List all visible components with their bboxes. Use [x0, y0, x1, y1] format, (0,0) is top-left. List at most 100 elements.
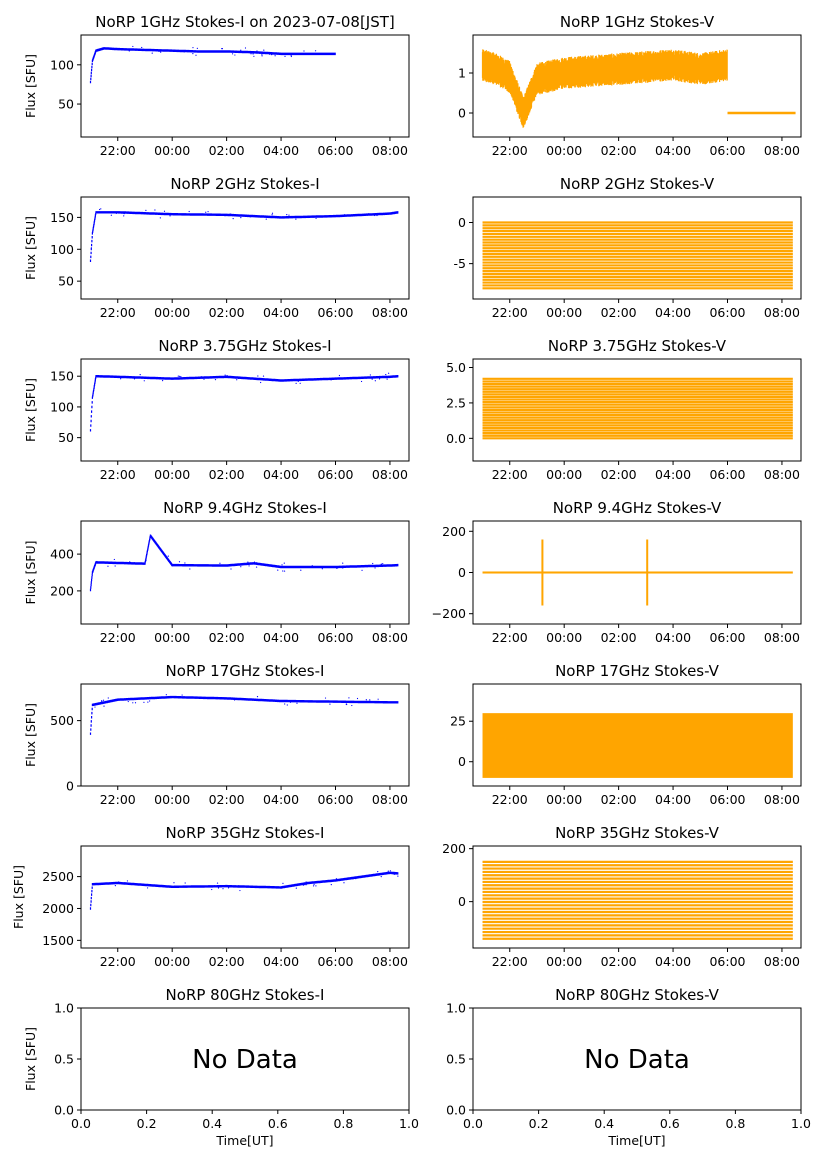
no-data-label: No Data — [192, 1045, 298, 1075]
data-point — [290, 55, 292, 58]
stokes-v-band — [482, 571, 793, 574]
data-point — [372, 562, 374, 565]
stokes-i-trace — [89, 871, 399, 910]
data-point — [224, 374, 226, 376]
data-point — [148, 697, 150, 699]
data-point — [190, 213, 193, 215]
data-point — [397, 875, 399, 877]
data-point — [94, 706, 96, 708]
y-tick-label: 100 — [50, 242, 74, 257]
y-tick-label: 500 — [50, 713, 74, 728]
data-point — [192, 51, 194, 53]
data-point — [96, 560, 98, 563]
y-tick-label: 0 — [458, 894, 466, 909]
data-point — [133, 562, 136, 564]
data-point — [222, 888, 224, 890]
x-tick-label: 02:00 — [209, 954, 245, 969]
data-point — [256, 50, 258, 52]
x-tick-label: 08:00 — [372, 467, 408, 482]
chart-title: NoRP 17GHz Stokes-I — [166, 662, 325, 680]
data-point — [147, 701, 149, 703]
chart-title: NoRP 3.75GHz Stokes-I — [158, 337, 331, 355]
data-point — [265, 218, 267, 220]
data-point — [250, 53, 252, 55]
y-tick-label: −200 — [432, 606, 466, 621]
y-tick-label: 100 — [50, 57, 74, 72]
x-tick-label: 0.4 — [202, 1116, 222, 1131]
x-axis-label: Time[UT] — [607, 1133, 665, 1148]
data-point — [290, 54, 292, 56]
data-point — [303, 884, 305, 886]
x-tick-label: 02:00 — [209, 630, 245, 645]
data-point — [288, 214, 290, 216]
plot-area — [482, 713, 793, 778]
data-point — [284, 703, 286, 705]
x-tick-label: 22:00 — [492, 143, 528, 158]
x-tick-label: 00:00 — [154, 143, 190, 158]
chart-p4v: NoRP 9.4GHz Stokes-V 22:00 00:00 02:00 04:00… — [432, 499, 802, 645]
data-point — [360, 380, 363, 383]
data-point — [256, 696, 259, 698]
data-point — [369, 699, 371, 701]
data-point — [315, 217, 317, 219]
data-point — [346, 701, 348, 703]
data-point — [286, 53, 288, 55]
x-tick-label: 04:00 — [263, 143, 299, 158]
x-tick-label: 0.8 — [725, 1116, 745, 1131]
axes-frame — [472, 196, 802, 300]
x-tick-label: 22:00 — [100, 630, 136, 645]
x-tick-label: 0.2 — [137, 1116, 157, 1131]
x-tick-label: 04:00 — [263, 792, 299, 807]
data-point — [128, 50, 130, 52]
data-point — [374, 380, 376, 382]
data-point — [154, 209, 156, 211]
x-tick-label: 04:00 — [263, 630, 299, 645]
y-tick-label: 2500 — [42, 869, 74, 884]
data-point — [240, 217, 242, 219]
chart-title: NoRP 1GHz Stokes-I on 2023-07-08[JST] — [95, 13, 395, 31]
chart-title: NoRP 3.75GHz Stokes-V — [548, 337, 727, 355]
x-tick-label: 06:00 — [709, 630, 745, 645]
data-point — [380, 563, 382, 565]
plot-area — [482, 860, 793, 940]
x-tick-label: 00:00 — [154, 792, 190, 807]
data-point — [184, 562, 186, 564]
data-point — [90, 247, 93, 249]
plot-area — [89, 208, 399, 262]
data-point — [296, 884, 299, 886]
chart-title: NoRP 9.4GHz Stokes-I — [163, 499, 327, 517]
stokes-i-trace — [89, 534, 399, 592]
data-point — [262, 375, 265, 377]
data-point — [149, 700, 151, 702]
y-axis-label: Flux [SFU] — [23, 1027, 38, 1091]
y-axis-label: Flux [SFU] — [23, 378, 38, 442]
data-point — [134, 702, 137, 704]
data-point — [216, 698, 218, 700]
data-point — [295, 216, 298, 218]
chart-p5i: NoRP 17GHz Stokes-I 22:00 00:00 02:00 04:00 0… — [23, 662, 410, 807]
data-point — [214, 377, 217, 379]
plot-area — [482, 539, 793, 606]
data-point — [243, 563, 245, 565]
data-point — [164, 556, 167, 558]
data-point — [126, 880, 129, 882]
axes-frame — [472, 845, 802, 949]
data-point — [336, 567, 338, 570]
x-tick-label: 08:00 — [764, 630, 800, 645]
chart-title: NoRP 2GHz Stokes-V — [560, 175, 715, 193]
data-point — [217, 887, 220, 889]
chart-p6v: NoRP 35GHz Stokes-V 22:00 00:00 02:00 04:00 0… — [442, 824, 802, 969]
data-point — [195, 54, 197, 56]
data-point — [160, 51, 162, 53]
x-tick-label: 04:00 — [263, 467, 299, 482]
data-point — [227, 887, 230, 889]
chart-title: NoRP 2GHz Stokes-I — [170, 175, 319, 193]
x-tick-label: 02:00 — [209, 305, 245, 320]
x-tick-label: 00:00 — [154, 630, 190, 645]
plot-area — [89, 45, 336, 84]
data-point — [260, 215, 263, 217]
x-tick-label: 0.6 — [268, 1116, 288, 1131]
x-tick-label: 04:00 — [655, 792, 691, 807]
x-tick-label: 22:00 — [492, 467, 528, 482]
